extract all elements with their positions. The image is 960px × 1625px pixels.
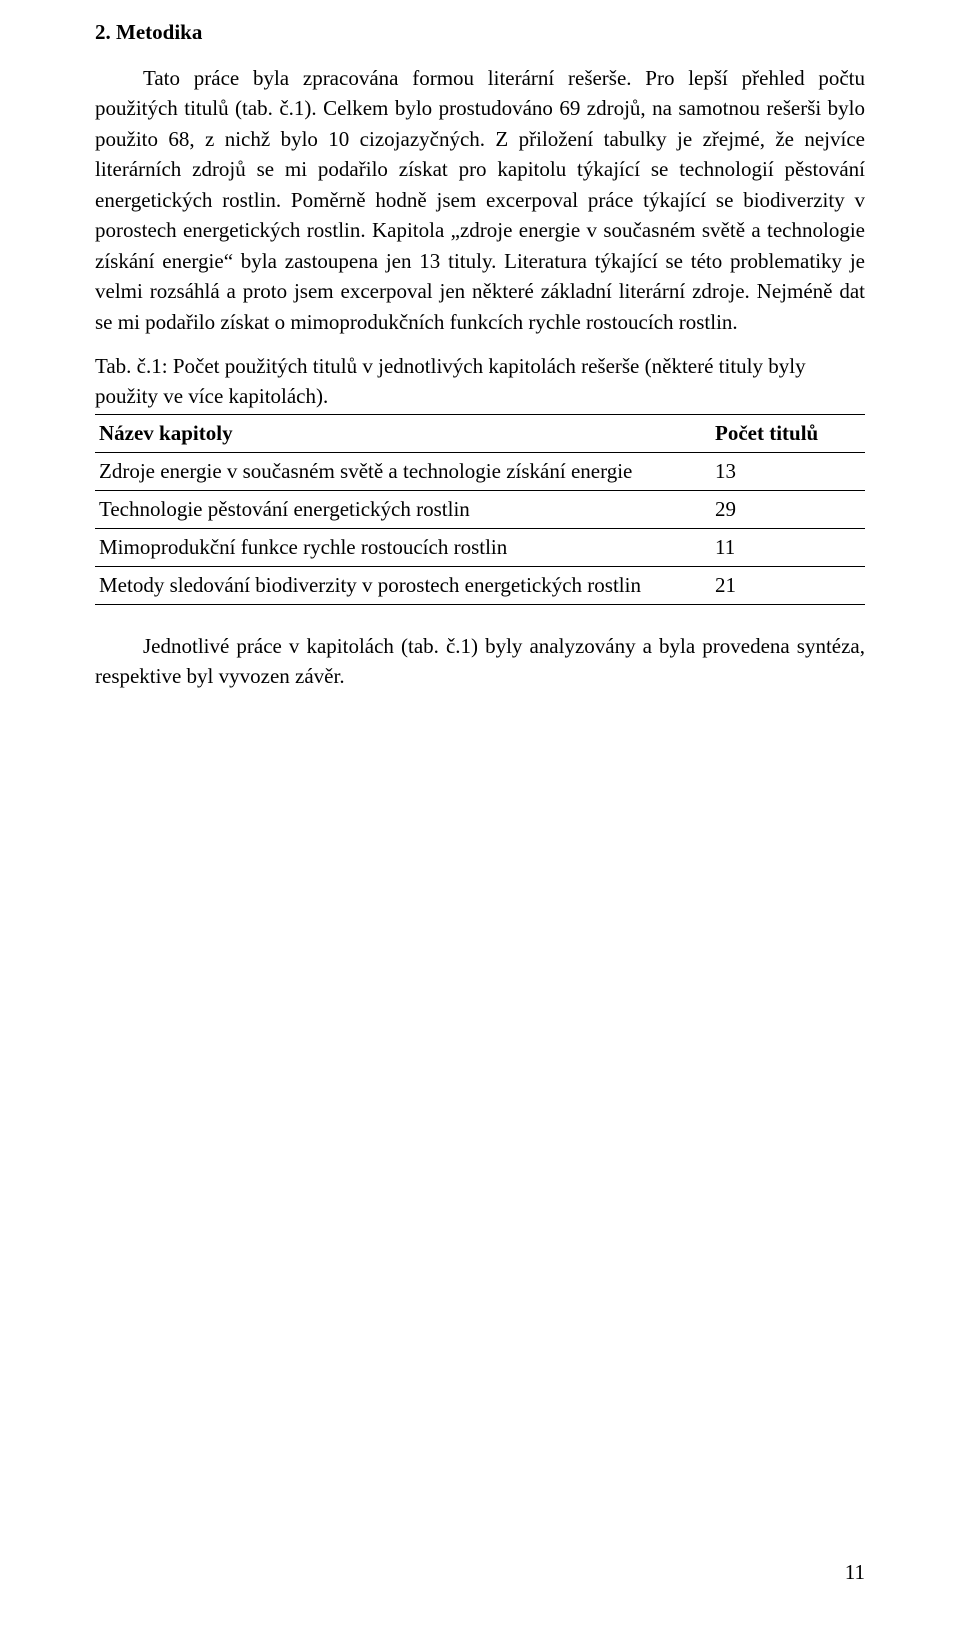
table-cell-count: 21 (711, 566, 865, 604)
table-cell-name: Technologie pěstování energetických rost… (95, 490, 711, 528)
table-header-row: Název kapitoly Počet titulů (95, 414, 865, 452)
table-header-count: Počet titulů (711, 414, 865, 452)
table-caption: Tab. č.1: Počet použitých titulů v jedno… (95, 351, 865, 412)
table-cell-count: 11 (711, 528, 865, 566)
table-row: Mimoprodukční funkce rychle rostoucích r… (95, 528, 865, 566)
table-cell-name: Metody sledování biodiverzity v porostec… (95, 566, 711, 604)
section-heading: 2. Metodika (95, 20, 865, 45)
conclusion-paragraph: Jednotlivé práce v kapitolách (tab. č.1)… (95, 631, 865, 692)
titles-table: Název kapitoly Počet titulů Zdroje energ… (95, 414, 865, 605)
table-row: Zdroje energie v současném světě a techn… (95, 452, 865, 490)
page-number: 11 (845, 1560, 865, 1585)
table-cell-count: 29 (711, 490, 865, 528)
table-cell-name: Zdroje energie v současném světě a techn… (95, 452, 711, 490)
table-header-name: Název kapitoly (95, 414, 711, 452)
methodology-paragraph: Tato práce byla zpracována formou literá… (95, 63, 865, 337)
table-row: Metody sledování biodiverzity v porostec… (95, 566, 865, 604)
table-row: Technologie pěstování energetických rost… (95, 490, 865, 528)
table-cell-count: 13 (711, 452, 865, 490)
table-cell-name: Mimoprodukční funkce rychle rostoucích r… (95, 528, 711, 566)
